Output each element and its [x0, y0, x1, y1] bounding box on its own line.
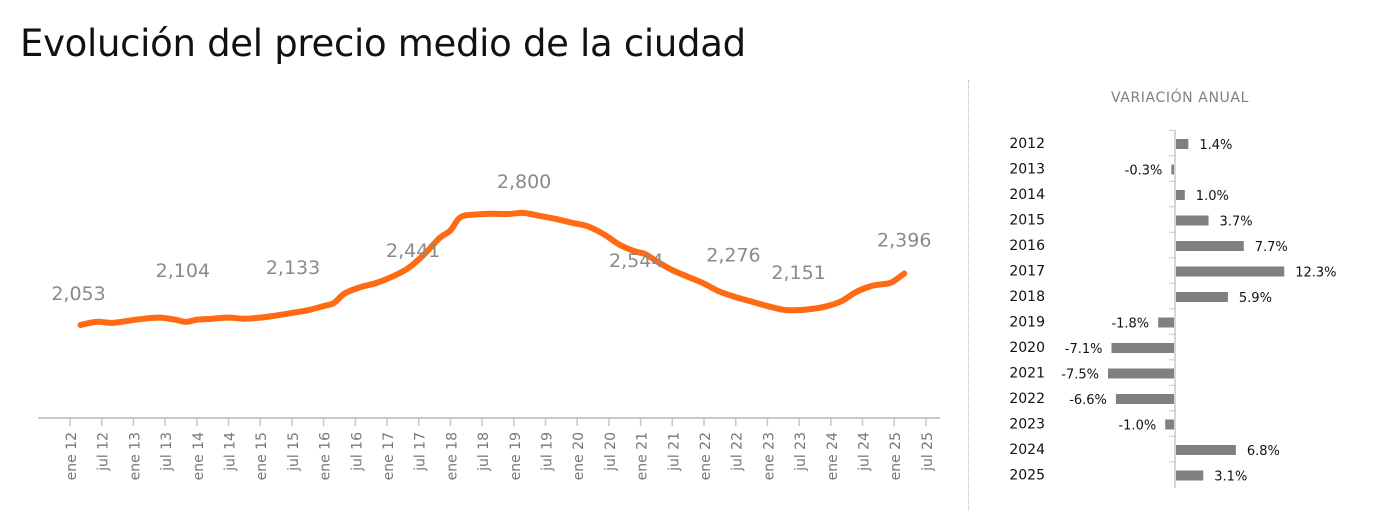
data-label: 2,800 — [497, 171, 551, 193]
data-label: 2,104 — [156, 260, 210, 282]
x-tick-label: jul 13 — [159, 432, 175, 472]
x-tick-label: ene 20 — [571, 432, 587, 480]
x-tick-label: ene 12 — [64, 432, 80, 480]
category-label: 2013 — [1009, 162, 1045, 178]
bar — [1176, 470, 1204, 481]
bar — [1176, 292, 1228, 302]
x-tick-label: ene 15 — [254, 432, 270, 480]
value-label: 1.0% — [1196, 189, 1229, 204]
category-label: 2023 — [1009, 417, 1045, 433]
x-tick-label: jul 17 — [413, 432, 429, 472]
data-label: 2,441 — [386, 240, 440, 262]
category-label: 2018 — [1009, 289, 1045, 305]
x-tick-label: jul 19 — [540, 432, 556, 472]
value-label: 5.9% — [1239, 291, 1272, 306]
data-label: 2,396 — [877, 230, 931, 252]
value-label: 3.7% — [1220, 215, 1253, 230]
data-label: 2,053 — [51, 283, 105, 305]
x-tick-label: ene 25 — [888, 432, 904, 480]
category-label: 2020 — [1009, 340, 1045, 356]
bar-chart-title: VARIACIÓN ANUAL — [1111, 90, 1249, 106]
x-tick-label: jul 25 — [920, 432, 936, 472]
value-label: -0.3% — [1125, 164, 1163, 179]
x-tick-label: ene 23 — [761, 432, 777, 480]
x-tick-label: jul 23 — [793, 432, 809, 472]
x-tick-label: ene 17 — [381, 432, 397, 480]
x-tick-label: ene 24 — [825, 432, 841, 480]
x-tick-label: ene 19 — [508, 432, 524, 480]
value-label: 3.1% — [1214, 470, 1247, 485]
annual-variation-bar-chart: 2012 1.4% 2013 -0.3% 2014 1.0% 2015 3.7% 2016 7.7… — [1009, 129, 1337, 488]
category-label: 2021 — [1009, 366, 1045, 382]
x-tick-label: jul 20 — [603, 432, 619, 472]
bar — [1176, 139, 1189, 149]
category-label: 2019 — [1009, 315, 1045, 331]
data-label: 2,276 — [706, 245, 760, 267]
x-tick-label: ene 21 — [635, 432, 651, 480]
category-label: 2022 — [1009, 391, 1045, 407]
x-tick-label: ene 16 — [318, 432, 334, 480]
category-label: 2025 — [1009, 468, 1045, 484]
category-label: 2015 — [1009, 213, 1045, 229]
bar — [1176, 241, 1244, 251]
category-label: 2016 — [1009, 238, 1045, 254]
x-tick-label: jul 16 — [349, 432, 365, 472]
value-label: 7.7% — [1255, 240, 1288, 255]
value-label: -7.1% — [1065, 342, 1103, 357]
value-label: -7.5% — [1061, 368, 1099, 383]
bar — [1158, 317, 1174, 328]
x-tick-label: jul 12 — [96, 432, 112, 472]
data-label: 2,544 — [609, 250, 663, 272]
category-label: 2017 — [1009, 264, 1045, 280]
x-tick-label: ene 22 — [698, 432, 714, 480]
data-label: 2,133 — [266, 257, 320, 279]
bar — [1165, 419, 1174, 430]
bar — [1176, 445, 1236, 455]
x-tick-label: jul 22 — [730, 432, 746, 472]
x-tick-label: jul 14 — [223, 432, 239, 472]
x-tick-label: ene 18 — [444, 432, 460, 480]
value-label: -1.0% — [1118, 419, 1156, 434]
value-label: 6.8% — [1247, 444, 1280, 459]
x-tick-label: jul 15 — [286, 432, 302, 472]
x-tick-label: ene 14 — [191, 432, 207, 480]
page-title: Evolución del precio medio de la ciudad — [20, 22, 746, 65]
value-label: -1.8% — [1111, 317, 1149, 332]
category-label: 2024 — [1009, 442, 1045, 458]
price-series-line — [77, 209, 908, 328]
bar — [1176, 266, 1285, 277]
divider — [968, 80, 969, 510]
x-tick-label: jul 21 — [666, 432, 682, 472]
x-tick-label: ene 13 — [127, 432, 143, 480]
bar — [1176, 215, 1209, 226]
value-label: -6.6% — [1069, 393, 1107, 408]
bar — [1111, 343, 1174, 353]
bar — [1176, 190, 1185, 200]
value-label: 1.4% — [1199, 138, 1232, 153]
category-label: 2014 — [1009, 187, 1045, 203]
category-label: 2012 — [1009, 136, 1045, 152]
bar — [1108, 368, 1174, 379]
value-label: 12.3% — [1295, 266, 1336, 281]
bar — [1171, 164, 1174, 175]
bar — [1115, 394, 1174, 404]
price-line-chart: ene 12 jul 12 ene 13 jul 13 ene 14 jul 14 ene … — [38, 171, 940, 480]
x-tick-label: jul 24 — [857, 432, 873, 472]
data-label: 2,151 — [771, 262, 825, 284]
x-tick-label: jul 18 — [476, 432, 492, 472]
